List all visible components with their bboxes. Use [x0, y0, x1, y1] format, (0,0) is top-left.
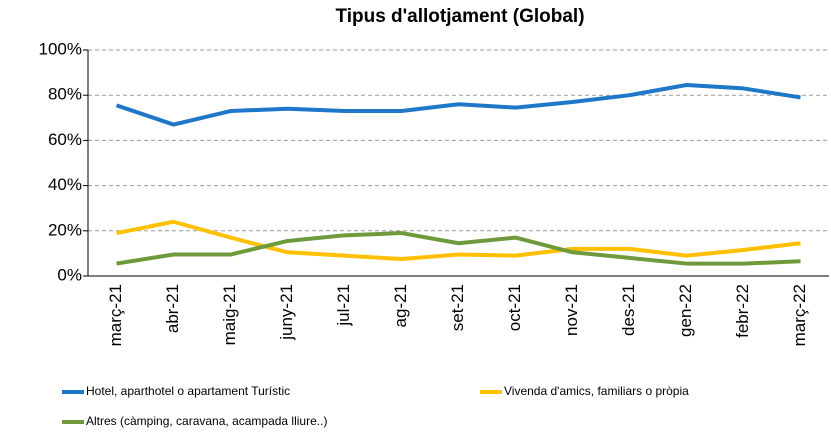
x-tick-label: març-22	[790, 284, 809, 346]
y-tick-label: 20%	[48, 220, 82, 239]
y-tick-label: 0%	[57, 265, 82, 284]
x-tick-label: ag-21	[391, 284, 410, 327]
x-tick-label: març-21	[106, 284, 125, 346]
legend-label: Altres (càmping, caravana, acampada lliu…	[86, 414, 327, 428]
y-tick-label: 40%	[48, 175, 82, 194]
x-tick-label: juny-21	[277, 284, 296, 341]
y-tick-label: 100%	[39, 39, 82, 58]
series-line	[116, 231, 801, 266]
chart-title: Tipus d'allotjament (Global)	[335, 6, 584, 27]
x-tick-label: maig-21	[220, 284, 239, 345]
series-line	[116, 219, 801, 262]
x-tick-label: febr-22	[733, 284, 752, 338]
x-tick-label: gen-22	[676, 284, 695, 337]
x-tick-label: jul-21	[334, 284, 353, 327]
legend-label: Vivenda d'amics, familiars o pròpia	[504, 384, 689, 398]
x-tick-label: oct-21	[505, 284, 524, 331]
x-tick-label: des-21	[619, 284, 638, 336]
series-line	[115, 83, 801, 127]
y-tick-label: 80%	[48, 85, 82, 104]
legend-label: Hotel, aparthotel o apartament Turístic	[86, 384, 290, 398]
x-tick-label: set-21	[448, 284, 467, 331]
x-tick-label: nov-21	[562, 284, 581, 336]
y-tick-label: 60%	[48, 130, 82, 149]
x-tick-label: abr-21	[163, 284, 182, 333]
